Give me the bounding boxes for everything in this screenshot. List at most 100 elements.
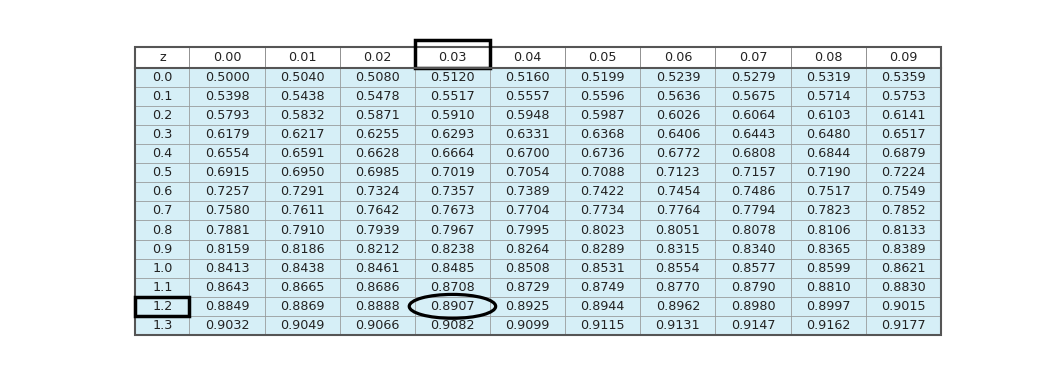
- Bar: [415, 144, 490, 163]
- Bar: [189, 278, 265, 297]
- Bar: [265, 278, 340, 297]
- Bar: [265, 125, 340, 144]
- Bar: [565, 316, 640, 335]
- Text: 0.4: 0.4: [152, 147, 172, 160]
- Bar: [135, 297, 189, 316]
- Bar: [415, 240, 490, 259]
- Bar: [866, 144, 941, 163]
- Text: 0.5398: 0.5398: [205, 90, 249, 103]
- Text: 0.5080: 0.5080: [355, 71, 400, 84]
- Text: 0.8133: 0.8133: [881, 223, 926, 237]
- Text: 0.8577: 0.8577: [731, 262, 776, 275]
- Bar: [490, 278, 565, 297]
- Bar: [791, 278, 866, 297]
- Bar: [565, 106, 640, 125]
- Bar: [340, 240, 415, 259]
- Text: 0.8365: 0.8365: [806, 243, 850, 256]
- Text: 0.8078: 0.8078: [731, 223, 776, 237]
- Text: 0.5675: 0.5675: [731, 90, 775, 103]
- Bar: [340, 278, 415, 297]
- Text: 0.6664: 0.6664: [430, 147, 475, 160]
- Bar: [565, 240, 640, 259]
- Bar: [791, 316, 866, 335]
- Text: 0.6217: 0.6217: [280, 128, 324, 141]
- Text: 0.7967: 0.7967: [430, 223, 475, 237]
- Text: 0.7257: 0.7257: [205, 185, 249, 198]
- Text: 0.9177: 0.9177: [881, 319, 926, 332]
- Bar: [490, 240, 565, 259]
- Text: 0.6368: 0.6368: [581, 128, 625, 141]
- Bar: [866, 125, 941, 144]
- Text: 0.5596: 0.5596: [581, 90, 625, 103]
- Bar: [415, 201, 490, 220]
- Bar: [189, 47, 265, 68]
- Bar: [565, 125, 640, 144]
- Bar: [715, 240, 791, 259]
- Bar: [866, 240, 941, 259]
- Bar: [415, 125, 490, 144]
- Text: 0.7357: 0.7357: [430, 185, 475, 198]
- Text: 0.7422: 0.7422: [581, 185, 625, 198]
- Text: 0.0: 0.0: [152, 71, 172, 84]
- Bar: [340, 220, 415, 240]
- Text: 0.8621: 0.8621: [881, 262, 926, 275]
- Bar: [135, 201, 189, 220]
- Text: 0.7549: 0.7549: [881, 185, 926, 198]
- Bar: [340, 259, 415, 278]
- Text: 0.8925: 0.8925: [505, 300, 550, 313]
- Text: 0.5910: 0.5910: [430, 109, 475, 122]
- Bar: [135, 297, 189, 316]
- Text: 0.5557: 0.5557: [505, 90, 550, 103]
- Text: 0.6480: 0.6480: [806, 128, 850, 141]
- Text: 0.5832: 0.5832: [280, 109, 324, 122]
- Text: 0.5000: 0.5000: [205, 71, 250, 84]
- Text: 0.03: 0.03: [438, 51, 466, 64]
- Text: 0.8830: 0.8830: [881, 281, 926, 294]
- Text: 0.5478: 0.5478: [355, 90, 400, 103]
- Bar: [565, 201, 640, 220]
- Text: 0.8289: 0.8289: [581, 243, 625, 256]
- Bar: [415, 220, 490, 240]
- Bar: [866, 278, 941, 297]
- Text: 0.7157: 0.7157: [731, 166, 776, 179]
- Text: 0.8665: 0.8665: [280, 281, 324, 294]
- Bar: [715, 278, 791, 297]
- Bar: [490, 125, 565, 144]
- Text: 0.6517: 0.6517: [881, 128, 926, 141]
- Bar: [640, 278, 715, 297]
- Bar: [265, 316, 340, 335]
- Bar: [866, 87, 941, 106]
- Bar: [715, 201, 791, 220]
- Text: 0.5753: 0.5753: [881, 90, 926, 103]
- Bar: [265, 201, 340, 220]
- Text: 0.5120: 0.5120: [430, 71, 475, 84]
- Bar: [135, 182, 189, 201]
- Bar: [340, 87, 415, 106]
- Text: 0.7611: 0.7611: [280, 204, 324, 217]
- Bar: [490, 316, 565, 335]
- Bar: [791, 182, 866, 201]
- Bar: [415, 40, 490, 68]
- Text: z: z: [159, 51, 166, 64]
- Bar: [565, 68, 640, 87]
- Text: 0.8944: 0.8944: [581, 300, 625, 313]
- Bar: [189, 144, 265, 163]
- Text: 0.8849: 0.8849: [205, 300, 249, 313]
- Text: 0.8023: 0.8023: [581, 223, 625, 237]
- Text: 0.7: 0.7: [152, 204, 172, 217]
- Bar: [565, 47, 640, 68]
- Bar: [189, 163, 265, 182]
- Bar: [791, 106, 866, 125]
- Text: 0.9147: 0.9147: [731, 319, 775, 332]
- Bar: [791, 297, 866, 316]
- Text: 0.09: 0.09: [889, 51, 918, 64]
- Bar: [640, 47, 715, 68]
- Text: 0.6844: 0.6844: [806, 147, 850, 160]
- Text: 0.9032: 0.9032: [205, 319, 249, 332]
- Text: 0.7764: 0.7764: [655, 204, 700, 217]
- Bar: [866, 47, 941, 68]
- Bar: [265, 106, 340, 125]
- Bar: [135, 87, 189, 106]
- Bar: [189, 87, 265, 106]
- Text: 0.6: 0.6: [152, 185, 172, 198]
